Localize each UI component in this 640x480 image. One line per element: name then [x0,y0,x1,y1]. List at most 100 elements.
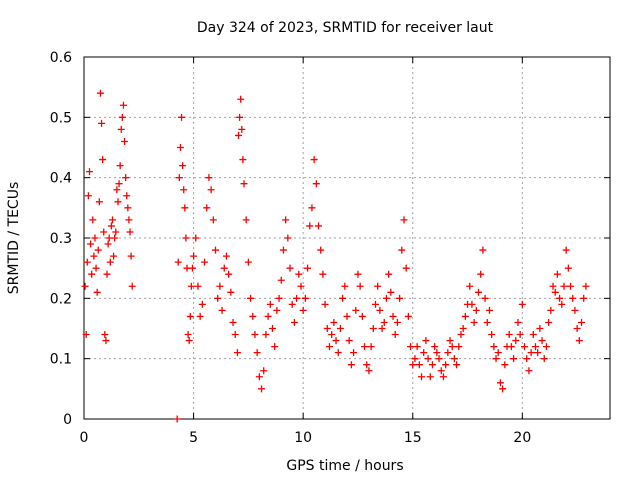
data-point [127,252,135,260]
data-point [96,89,104,97]
data-point [448,343,456,351]
data-point [231,331,239,339]
data-point [293,294,301,302]
data-point [194,282,202,290]
data-point [260,367,268,375]
data-point [531,343,539,351]
data-point [479,246,487,254]
data-point [477,270,485,278]
data-point [225,270,233,278]
data-point [505,331,513,339]
data-point [575,337,583,345]
data-point [83,258,91,266]
data-point [182,234,190,242]
data-point [125,216,133,224]
data-point [98,119,106,127]
data-point [233,349,241,357]
data-point [580,294,588,302]
data-point [411,355,419,363]
data-point [485,306,493,314]
data-point [325,343,333,351]
data-point [123,192,131,200]
data-point [209,216,217,224]
data-point [542,343,550,351]
data-point [562,246,570,254]
data-point [104,240,112,248]
data-point [569,294,577,302]
data-point [437,367,445,375]
data-point [490,343,498,351]
data-point [358,312,366,320]
data-point [330,318,338,326]
data-point [422,337,430,345]
y-tick-label: 0.1 [50,352,72,368]
data-point [244,258,252,266]
data-point [124,204,132,212]
data-point [122,174,130,182]
data-point [242,216,250,224]
y-tick-label: 0.5 [50,110,72,126]
data-point [273,306,281,314]
data-point [222,252,230,260]
data-point [235,131,243,139]
data-point [205,174,213,182]
data-point [251,331,259,339]
data-point [103,270,111,278]
data-point [271,343,279,351]
data-point [442,361,450,369]
data-point [534,349,542,357]
data-point [538,337,546,345]
data-point [363,361,371,369]
data-point [203,204,211,212]
data-point [499,385,507,393]
data-point [345,337,353,345]
data-point [180,186,188,194]
data-point [310,156,318,164]
data-point [332,337,340,345]
data-point [418,373,426,381]
data-point [356,282,364,290]
data-point [510,355,518,363]
y-axis-label: SRMTID / TECUs [6,182,22,295]
data-point [536,325,544,332]
data-point [81,282,89,290]
data-point [126,228,134,236]
data-point [212,246,219,254]
data-point [396,294,404,302]
data-point [88,270,96,278]
data-point [380,318,388,326]
data-point [347,361,355,369]
data-point [323,325,331,332]
data-point [540,355,548,363]
data-point [461,312,469,320]
data-point [470,318,478,326]
data-point [128,282,136,290]
data-point [198,300,206,308]
y-tick-label: 0.6 [50,50,72,66]
data-point [306,222,314,230]
data-point [262,331,270,339]
data-point [444,349,452,357]
data-point [253,349,261,357]
data-point [216,282,224,290]
data-point [184,331,192,339]
data-point [382,294,390,302]
data-point [174,258,182,266]
data-point [352,306,360,314]
data-point [361,343,369,351]
data-point [99,156,107,164]
data-point [404,312,412,320]
data-point [220,264,228,272]
data-point [402,264,410,272]
data-point [275,294,283,302]
data-point [240,180,248,188]
data-point [387,288,395,296]
data-point [84,192,92,200]
x-tick-label: 15 [404,430,422,446]
data-point [334,349,342,357]
data-point [249,312,257,320]
data-point [483,318,491,326]
data-point [365,367,373,375]
data-point [286,264,294,272]
x-tick-label: 10 [294,430,312,446]
